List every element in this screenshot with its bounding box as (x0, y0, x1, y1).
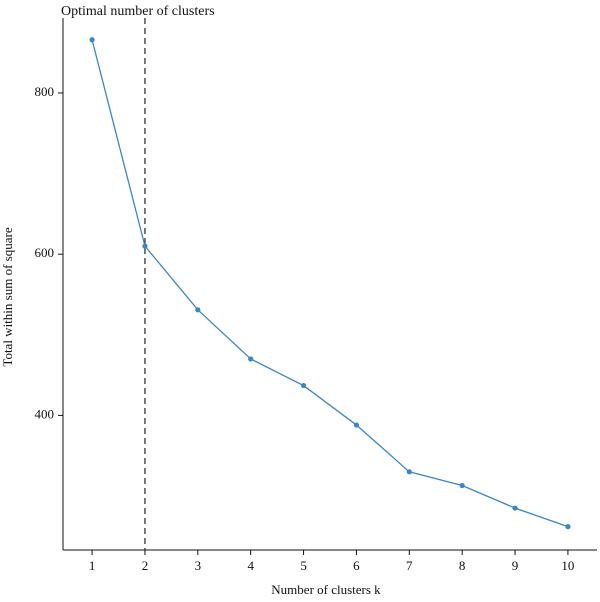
y-axis-label: Total within sum of square (0, 227, 15, 366)
chart-title: Optimal number of clusters (61, 4, 215, 19)
x-tick-label: 2 (142, 558, 149, 573)
series-line (91, 39, 569, 528)
y-tick-label: 400 (35, 406, 55, 421)
x-tick-label: 7 (406, 558, 413, 573)
x-tick-label: 6 (353, 558, 360, 573)
x-tick-label: 8 (459, 558, 466, 573)
data-point (142, 243, 148, 249)
axes (62, 18, 597, 551)
data-point (565, 524, 571, 530)
y-tick-label: 800 (35, 84, 55, 99)
x-tick-label: 3 (195, 558, 202, 573)
data-point (512, 505, 518, 511)
data-point (248, 356, 254, 362)
x-tick-label: 9 (512, 558, 519, 573)
data-point (459, 482, 465, 489)
data-point (195, 307, 201, 313)
y-ticks: 400 600 800 (35, 84, 63, 421)
data-point (89, 37, 95, 43)
y-tick-label: 600 (35, 245, 55, 260)
data-point (300, 382, 307, 389)
x-ticks: 1 2 3 4 5 6 7 8 9 10 (89, 550, 574, 573)
x-axis-label: Number of clusters k (271, 582, 381, 597)
data-point (406, 469, 412, 475)
x-tick-label: 10 (561, 558, 574, 573)
x-tick-label: 4 (247, 558, 254, 573)
series-group (89, 37, 571, 530)
data-point (353, 422, 360, 428)
x-tick-label: 1 (89, 558, 96, 573)
x-tick-label: 5 (300, 558, 307, 573)
